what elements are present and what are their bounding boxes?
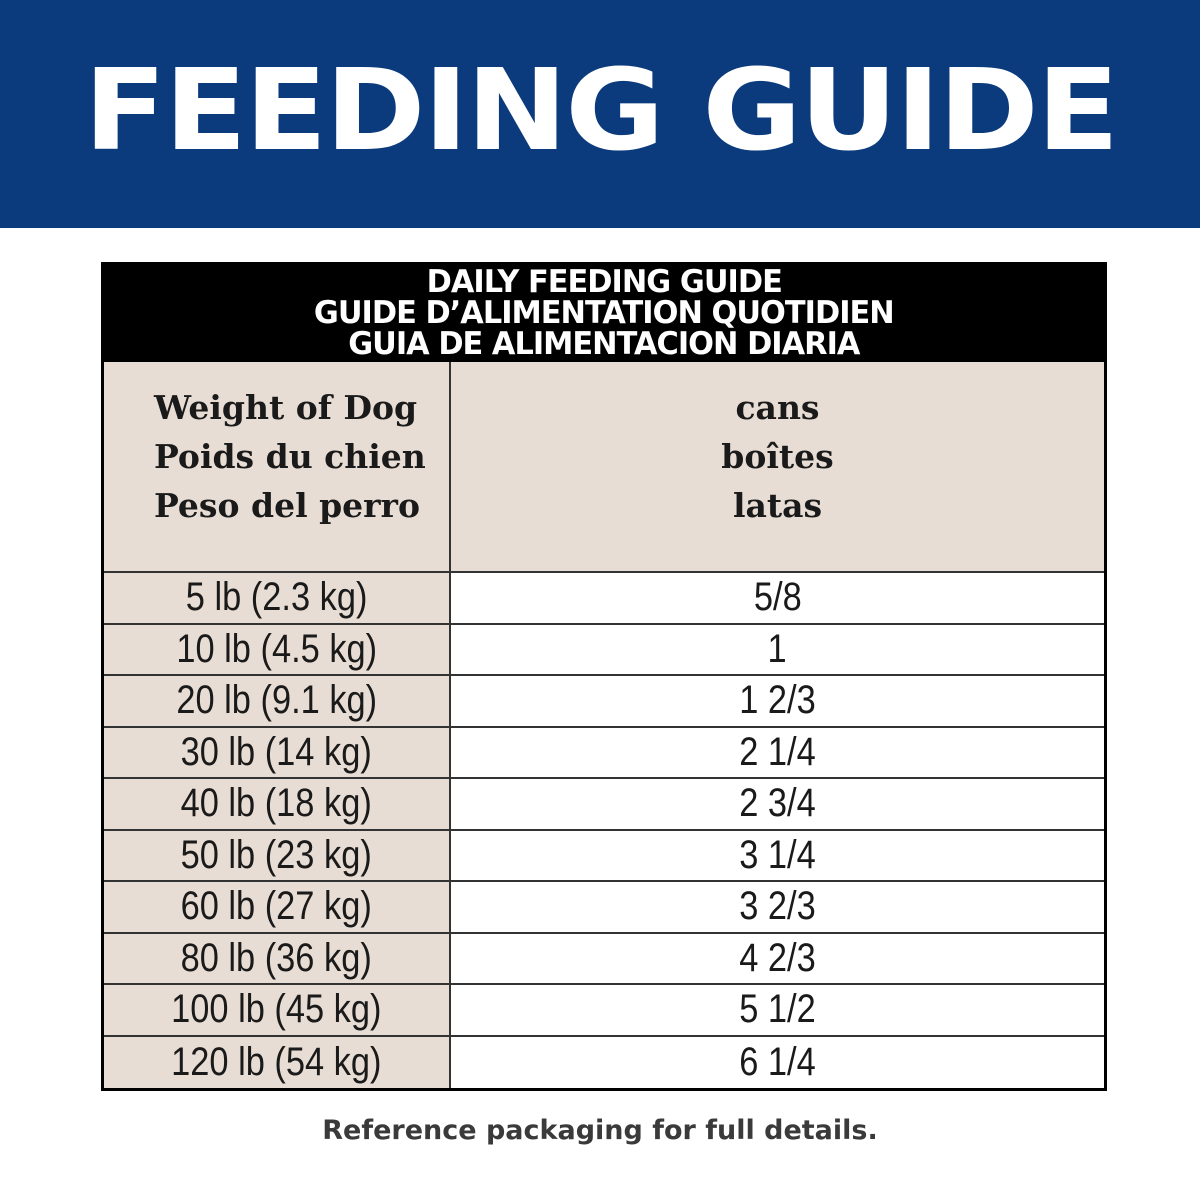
table-row: 40 lb (18 kg) 2 3/4: [104, 779, 1104, 831]
cans-header-fr: boîtes: [721, 437, 834, 476]
cans-column-header: cans boîtes latas: [451, 362, 1104, 571]
table-row: 30 lb (14 kg) 2 1/4: [104, 727, 1104, 779]
weight-cell: 20 lb (9.1 kg): [104, 676, 451, 726]
weight-cell: 100 lb (45 kg): [104, 985, 451, 1035]
weight-column-header: Weight of Dog Poids du chien Peso del pe…: [104, 362, 451, 571]
cans-cell: 4 2/3: [451, 933, 1104, 983]
cans-header-es: latas: [732, 486, 823, 525]
table-row: 100 lb (45 kg) 5 1/2: [104, 985, 1104, 1037]
weight-cell: 40 lb (18 kg): [104, 779, 451, 829]
cans-cell: 2 3/4: [451, 779, 1104, 829]
cans-cell: 2 1/4: [451, 727, 1104, 777]
weight-cell: 5 lb (2.3 kg): [104, 573, 451, 623]
cans-cell: 5/8: [451, 573, 1104, 623]
weight-cell: 60 lb (27 kg): [104, 882, 451, 932]
banner-title: FEEDING GUIDE: [83, 46, 1119, 176]
cans-cell: 1 2/3: [451, 676, 1104, 726]
daily-feeding-table: DAILY FEEDING GUIDE GUIDE D’ALIMENTATION…: [101, 262, 1107, 1091]
cans-cell: 1: [451, 624, 1104, 674]
table-body: 5 lb (2.3 kg) 5/8 10 lb (4.5 kg) 1 20 lb (…: [104, 573, 1104, 1088]
weight-cell: 10 lb (4.5 kg): [104, 624, 451, 674]
table-title-en: DAILY FEEDING GUIDE: [426, 264, 782, 300]
column-headers: Weight of Dog Poids du chien Peso del pe…: [104, 362, 1104, 573]
cans-cell: 3 1/4: [451, 830, 1104, 880]
table-row: 60 lb (27 kg) 3 2/3: [104, 882, 1104, 934]
cans-cell: 3 2/3: [451, 882, 1104, 932]
cans-header-en: cans: [735, 388, 820, 427]
weight-cell: 30 lb (14 kg): [104, 727, 451, 777]
weight-cell: 80 lb (36 kg): [104, 933, 451, 983]
cans-cell: 5 1/2: [451, 985, 1104, 1035]
weight-header-en: Weight of Dog: [154, 388, 418, 427]
feeding-guide-banner: FEEDING GUIDE: [0, 0, 1200, 228]
table-row: 50 lb (23 kg) 3 1/4: [104, 830, 1104, 882]
table-title-fr: GUIDE D’ALIMENTATION QUOTIDIEN: [314, 295, 895, 331]
weight-cell: 120 lb (54 kg): [104, 1036, 451, 1088]
table-row: 5 lb (2.3 kg) 5/8: [104, 573, 1104, 625]
table-title-es: GUIA DE ALIMENTACION DIARIA: [348, 326, 860, 362]
table-row: 80 lb (36 kg) 4 2/3: [104, 933, 1104, 985]
table-title: DAILY FEEDING GUIDE GUIDE D’ALIMENTATION…: [104, 265, 1104, 362]
cans-cell: 6 1/4: [451, 1036, 1104, 1088]
table-row: 120 lb (54 kg) 6 1/4: [104, 1036, 1104, 1088]
footnote: Reference packaging for full details.: [322, 1115, 878, 1146]
table-row: 10 lb (4.5 kg) 1: [104, 624, 1104, 676]
weight-cell: 50 lb (23 kg): [104, 830, 451, 880]
table-row: 20 lb (9.1 kg) 1 2/3: [104, 676, 1104, 728]
weight-header-es: Peso del perro: [154, 486, 420, 525]
weight-header-fr: Poids du chien: [154, 437, 426, 476]
